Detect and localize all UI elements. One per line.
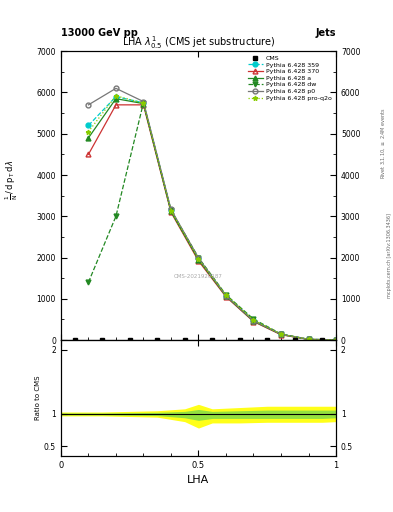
- Pythia 6.428 359: [334, 337, 338, 343]
- Pythia 6.428 a: [114, 96, 118, 102]
- Pythia 6.428 370: [196, 258, 201, 264]
- CMS: [292, 337, 297, 343]
- Pythia 6.428 370: [306, 336, 311, 343]
- CMS: [265, 337, 270, 343]
- Pythia 6.428 359: [224, 292, 228, 298]
- Pythia 6.428 370: [279, 332, 283, 338]
- Line: Pythia 6.428 dw: Pythia 6.428 dw: [86, 100, 338, 343]
- Pythia 6.428 dw: [334, 337, 338, 343]
- Pythia 6.428 dw: [196, 254, 201, 261]
- Pythia 6.428 370: [224, 294, 228, 300]
- Pythia 6.428 a: [141, 100, 146, 106]
- Pythia 6.428 pro-q2o: [196, 256, 201, 262]
- Text: CMS-2021920187: CMS-2021920187: [174, 274, 223, 279]
- Pythia 6.428 p0: [306, 336, 311, 343]
- Pythia 6.428 p0: [169, 206, 173, 212]
- Pythia 6.428 a: [169, 208, 173, 215]
- CMS: [72, 337, 77, 343]
- Text: 13000 GeV pp: 13000 GeV pp: [61, 28, 138, 38]
- Line: Pythia 6.428 p0: Pythia 6.428 p0: [86, 86, 338, 343]
- Pythia 6.428 dw: [279, 331, 283, 337]
- Pythia 6.428 p0: [224, 293, 228, 299]
- Pythia 6.428 a: [196, 257, 201, 263]
- CMS: [237, 337, 242, 343]
- Pythia 6.428 pro-q2o: [114, 93, 118, 99]
- Pythia 6.428 370: [251, 318, 256, 325]
- Pythia 6.428 a: [251, 318, 256, 324]
- Pythia 6.428 370: [169, 209, 173, 215]
- CMS: [100, 337, 105, 343]
- Text: mcplots.cern.ch [arXiv:1306.3436]: mcplots.cern.ch [arXiv:1306.3436]: [387, 214, 391, 298]
- Pythia 6.428 p0: [141, 98, 146, 104]
- Pythia 6.428 p0: [196, 255, 201, 261]
- Pythia 6.428 359: [86, 122, 91, 129]
- Pythia 6.428 a: [279, 331, 283, 337]
- Pythia 6.428 dw: [114, 213, 118, 219]
- Pythia 6.428 dw: [141, 100, 146, 106]
- CMS: [210, 337, 215, 343]
- Y-axis label: Ratio to CMS: Ratio to CMS: [35, 376, 41, 420]
- Pythia 6.428 359: [169, 207, 173, 213]
- Text: $\frac{1}{\mathrm{N}}\,/\,\mathrm{d}\,\mathrm{p_T}\,\mathrm{d}\,\lambda$: $\frac{1}{\mathrm{N}}\,/\,\mathrm{d}\,\m…: [4, 159, 20, 200]
- Line: Pythia 6.428 pro-q2o: Pythia 6.428 pro-q2o: [86, 93, 338, 343]
- Pythia 6.428 359: [141, 100, 146, 106]
- Pythia 6.428 370: [334, 337, 338, 343]
- Text: Rivet 3.1.10, $\geq$ 2.4M events: Rivet 3.1.10, $\geq$ 2.4M events: [379, 108, 387, 179]
- Pythia 6.428 a: [306, 336, 311, 343]
- Pythia 6.428 pro-q2o: [224, 292, 228, 298]
- Pythia 6.428 a: [334, 337, 338, 343]
- Text: Jets: Jets: [316, 28, 336, 38]
- Pythia 6.428 pro-q2o: [306, 336, 311, 343]
- Pythia 6.428 359: [114, 94, 118, 100]
- Pythia 6.428 p0: [251, 318, 256, 324]
- Legend: CMS, Pythia 6.428 359, Pythia 6.428 370, Pythia 6.428 a, Pythia 6.428 dw, Pythia: CMS, Pythia 6.428 359, Pythia 6.428 370,…: [245, 53, 334, 103]
- Pythia 6.428 359: [306, 336, 311, 343]
- CMS: [182, 337, 187, 343]
- Pythia 6.428 370: [141, 102, 146, 108]
- Pythia 6.428 dw: [169, 207, 173, 213]
- Line: Pythia 6.428 370: Pythia 6.428 370: [86, 102, 338, 343]
- Pythia 6.428 pro-q2o: [251, 317, 256, 323]
- Pythia 6.428 359: [196, 255, 201, 262]
- Line: Pythia 6.428 a: Pythia 6.428 a: [86, 96, 338, 343]
- X-axis label: LHA: LHA: [187, 475, 209, 485]
- Pythia 6.428 pro-q2o: [86, 129, 91, 135]
- Pythia 6.428 p0: [334, 337, 338, 343]
- Pythia 6.428 pro-q2o: [334, 337, 338, 343]
- Pythia 6.428 dw: [251, 316, 256, 322]
- Pythia 6.428 p0: [114, 86, 118, 92]
- Pythia 6.428 p0: [279, 331, 283, 337]
- Pythia 6.428 370: [86, 152, 91, 158]
- Pythia 6.428 359: [251, 317, 256, 324]
- Pythia 6.428 359: [279, 331, 283, 337]
- Pythia 6.428 pro-q2o: [169, 207, 173, 214]
- Pythia 6.428 pro-q2o: [279, 331, 283, 337]
- Pythia 6.428 p0: [86, 102, 91, 108]
- Line: CMS: CMS: [72, 338, 325, 343]
- Pythia 6.428 370: [114, 102, 118, 108]
- Pythia 6.428 a: [224, 293, 228, 299]
- CMS: [320, 337, 325, 343]
- CMS: [127, 337, 132, 343]
- Pythia 6.428 dw: [224, 292, 228, 298]
- Line: Pythia 6.428 359: Pythia 6.428 359: [86, 94, 338, 343]
- Pythia 6.428 dw: [86, 279, 91, 285]
- Pythia 6.428 pro-q2o: [141, 100, 146, 106]
- Pythia 6.428 dw: [306, 336, 311, 343]
- Pythia 6.428 a: [86, 135, 91, 141]
- CMS: [155, 337, 160, 343]
- Title: LHA $\lambda^{1}_{0.5}$ (CMS jet substructure): LHA $\lambda^{1}_{0.5}$ (CMS jet substru…: [122, 34, 275, 51]
